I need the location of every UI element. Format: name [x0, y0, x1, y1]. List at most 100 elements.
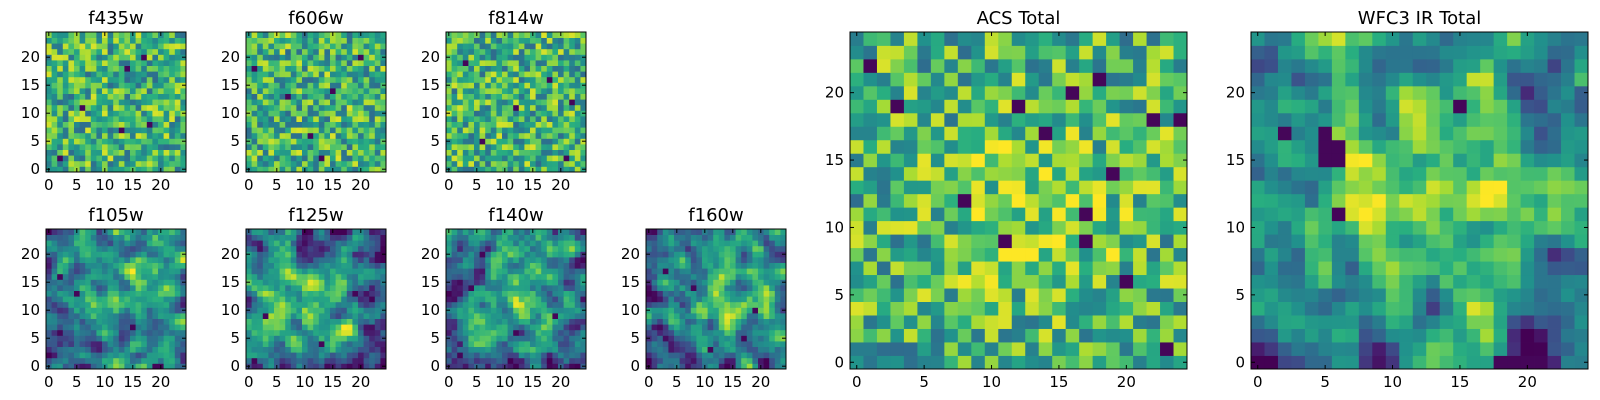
heatmap-cell — [324, 121, 331, 128]
heatmap-cell — [251, 88, 258, 94]
heatmap-cell — [679, 279, 686, 286]
heatmap-cell — [57, 245, 64, 252]
heatmap-cell — [374, 324, 381, 331]
heatmap-cell — [735, 313, 742, 319]
heatmap-cell — [674, 279, 680, 286]
heatmap-cell — [285, 43, 292, 50]
heatmap-cell — [152, 346, 159, 353]
heatmap-cell — [535, 245, 542, 252]
heatmap-cell — [262, 82, 269, 89]
heatmap-cell — [68, 318, 75, 325]
heatmap-cell — [552, 82, 559, 89]
heatmap-cell — [690, 251, 697, 258]
heatmap-cell — [513, 37, 520, 44]
heatmap-cell — [124, 149, 131, 156]
heatmap-cell — [930, 153, 945, 168]
heatmap-cell — [274, 296, 280, 303]
heatmap-cell — [279, 318, 286, 325]
heatmap-cell — [730, 279, 736, 286]
heatmap-cell — [998, 166, 1013, 181]
heatmap-cell — [363, 149, 370, 156]
heatmap-cell — [374, 296, 381, 303]
heatmap-cell — [513, 116, 520, 122]
heatmap-cell — [944, 342, 959, 356]
heatmap-cell — [369, 240, 376, 247]
heatmap-cell — [346, 279, 353, 286]
heatmap-cell — [302, 76, 308, 83]
heatmap-cell — [324, 166, 331, 173]
heatmap-cell — [262, 290, 269, 297]
y-tick-label: 10 — [421, 301, 440, 319]
heatmap-cell — [96, 110, 103, 117]
heatmap-cell — [51, 99, 58, 106]
heatmap-cell — [358, 65, 364, 72]
heatmap-cell — [546, 121, 553, 128]
heatmap-cell — [152, 318, 159, 325]
heatmap-cell — [569, 324, 576, 331]
heatmap-cell — [369, 32, 376, 38]
heatmap-cell — [152, 116, 159, 122]
heatmap-cell — [496, 346, 503, 353]
heatmap-cell — [369, 273, 376, 280]
heatmap-cell — [358, 352, 364, 359]
heatmap-cell — [474, 71, 480, 78]
heatmap-cell — [369, 37, 376, 44]
heatmap-cell — [718, 313, 725, 319]
heatmap-cell — [502, 37, 508, 44]
heatmap-cell — [546, 346, 553, 353]
heatmap-cell — [546, 138, 553, 145]
heatmap-cell — [141, 301, 148, 308]
heatmap-cell — [369, 60, 376, 66]
axes-frame — [445, 31, 587, 173]
heatmap-cell — [302, 48, 308, 55]
heatmap-cell — [107, 104, 114, 111]
heatmap-cell — [457, 121, 464, 128]
heatmap-cell — [79, 149, 86, 156]
heatmap-cell — [274, 318, 280, 325]
heatmap-cell — [113, 279, 120, 286]
heatmap-cell — [290, 352, 297, 359]
panel-title: f125w — [288, 205, 343, 226]
heatmap-cell — [62, 127, 69, 134]
heatmap-cell — [741, 251, 748, 258]
heatmap-cell — [79, 324, 86, 331]
heatmap-cell — [246, 71, 252, 78]
heatmap-cell — [79, 144, 86, 150]
y-tick-label: 0 — [430, 357, 440, 375]
heatmap-cell — [279, 93, 286, 100]
heatmap-cell — [558, 257, 564, 263]
heatmap-cell — [313, 245, 320, 252]
heatmap-cell — [285, 245, 292, 252]
heatmap-cell — [457, 71, 464, 78]
heatmap-cell — [62, 357, 69, 364]
heatmap-cell — [174, 262, 181, 269]
heatmap-cell — [169, 76, 176, 83]
heatmap-cell — [163, 313, 170, 319]
heatmap-cell — [324, 155, 331, 162]
heatmap-cell — [352, 363, 359, 370]
heatmap-cell — [580, 229, 587, 235]
heatmap-cell — [279, 363, 286, 370]
heatmap-cell — [374, 32, 381, 38]
heatmap-cell — [118, 121, 125, 128]
heatmap-cell — [296, 357, 303, 364]
heatmap-cell — [746, 313, 753, 319]
x-tick-label: 10 — [495, 373, 514, 391]
heatmap-cell — [1052, 274, 1067, 289]
heatmap-cell — [135, 234, 142, 241]
heatmap-cell — [141, 363, 148, 370]
heatmap-cell — [679, 229, 686, 235]
heatmap-cell — [90, 127, 97, 134]
heatmap-cell — [251, 132, 258, 139]
heatmap-cell — [690, 329, 697, 336]
heatmap-cell — [180, 93, 187, 100]
heatmap-cell — [290, 346, 297, 353]
heatmap-cell — [457, 48, 464, 55]
heatmap-cell — [174, 307, 181, 314]
panel-title: f606w — [288, 8, 343, 29]
heatmap-cell — [107, 285, 114, 291]
heatmap-cell — [485, 245, 492, 252]
heatmap-cell — [518, 307, 525, 314]
heatmap-cell — [158, 132, 164, 139]
heatmap-cell — [758, 341, 764, 347]
